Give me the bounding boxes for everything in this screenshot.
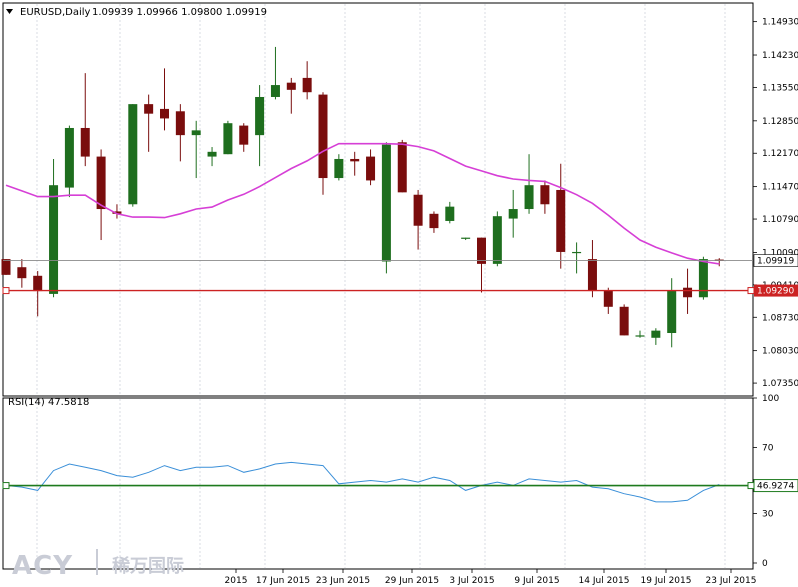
candle-body (239, 125, 249, 145)
candle-body (667, 290, 677, 334)
candle-body (112, 211, 122, 214)
candle-body (1, 259, 11, 275)
candle-body (461, 237, 471, 239)
candle-body (270, 85, 280, 97)
red-line-handle-left[interactable] (2, 287, 10, 295)
horizontal-price-badge (754, 284, 798, 297)
candle-body (477, 237, 486, 264)
candle-body (413, 194, 423, 226)
price-tick-label: 1.12170 (762, 149, 798, 159)
ohlc-values: 1.09939 1.09966 1.09800 1.09919 (92, 7, 267, 18)
price-tick-label: 1.14230 (762, 51, 798, 61)
candle-body (429, 213, 439, 229)
candle-body (492, 216, 502, 264)
candle-body (445, 206, 455, 221)
acy-logo: ACY 稀万国际 (12, 549, 184, 581)
candle-body (524, 185, 534, 210)
rsi-line (5, 461, 720, 503)
price-axis: 1.14930 1.14230 1.13550 1.12850 1.12170 1.114… (753, 18, 798, 389)
candle-body (207, 151, 217, 157)
candle-body (635, 335, 645, 337)
candle-body (619, 306, 629, 336)
moving-average-line (5, 142, 720, 265)
candle-body (17, 267, 27, 279)
candle-body (191, 130, 201, 136)
date-tick-label: 23 Jun 2015 (316, 576, 370, 586)
price-tick-label: 1.14930 (762, 18, 798, 28)
candle-body (603, 290, 613, 307)
candle-body (223, 123, 233, 155)
symbol-title: EURUSD,Daily (20, 7, 91, 18)
candle-body (64, 127, 74, 188)
candle-body (96, 156, 106, 210)
candle-body (683, 287, 693, 298)
candle-body (698, 259, 708, 298)
rsi-line-handle-left[interactable] (2, 482, 10, 490)
price-tick-label: 1.07350 (762, 379, 798, 389)
rsi-line-handle-right[interactable] (747, 482, 755, 490)
price-tick-label: 1.11470 (762, 183, 798, 193)
candle-body (366, 156, 376, 181)
rsi-tick-label: 100 (762, 394, 779, 404)
candle-body (508, 209, 518, 219)
candle-body (144, 104, 154, 114)
rsi-tick-label: 30 (762, 510, 774, 520)
rsi-panel-frame (2, 397, 754, 570)
candle-body (175, 111, 185, 136)
candle-body (572, 251, 582, 254)
candle-body (556, 189, 566, 252)
candle-body (255, 96, 265, 136)
candle-body (33, 275, 43, 292)
price-tick-label: 1.12850 (762, 117, 798, 127)
candle-body (651, 330, 661, 338)
rsi-title: RSI(14) 47.5818 (8, 397, 89, 408)
candle-body (318, 94, 328, 179)
candle-body (49, 185, 59, 294)
candle-body (540, 185, 550, 205)
price-tick-label: 1.10790 (762, 215, 798, 225)
rsi-axis: 100 70 30 0 (753, 394, 779, 569)
candle-body (334, 158, 344, 179)
svg-text:ACY: ACY (12, 551, 73, 581)
red-line-handle-right[interactable] (747, 287, 755, 295)
date-tick-label: 9 Jul 2015 (514, 576, 559, 586)
rsi-level-label: 46.9274 (757, 482, 794, 492)
current-price-label: 1.09919 (757, 257, 794, 267)
current-price-badge (753, 254, 798, 267)
candle-body (160, 108, 169, 119)
grid-lines (36, 4, 726, 568)
date-tick-label: 29 Jun 2015 (385, 576, 439, 586)
candles (1, 46, 724, 348)
candle-body (587, 259, 597, 291)
date-tick-label: 23 Jul 2015 (706, 576, 757, 586)
rsi-tick-label: 0 (762, 559, 768, 569)
price-tick-label: 1.13550 (762, 83, 798, 93)
rsi-tick-label: 70 (762, 444, 774, 454)
candle-body (128, 104, 138, 205)
horizontal-price-label: 1.09290 (757, 287, 794, 297)
candle-body (302, 77, 312, 93)
date-tick-label: 14 Jul 2015 (579, 576, 630, 586)
candle-body (80, 127, 90, 157)
candle-body (350, 158, 360, 162)
date-tick-label: 17 Jun 2015 (256, 576, 310, 586)
date-axis: 2015 17 Jun 2015 23 Jun 2015 29 Jun 2015 3 J… (225, 569, 757, 586)
price-tick-label: 1.10090 (762, 248, 798, 258)
svg-text:稀万国际: 稀万国际 (112, 555, 184, 577)
date-tick-label: 3 Jul 2015 (449, 576, 494, 586)
date-tick-label: 2015 (225, 576, 248, 586)
price-tick-label: 1.08730 (762, 313, 798, 323)
candle-body (381, 144, 391, 262)
date-tick-label: 19 Jul 2015 (641, 576, 692, 586)
candle-body (397, 142, 407, 193)
chevron-down-icon[interactable] (6, 9, 13, 14)
rsi-level-badge (753, 479, 798, 493)
candle-body (286, 82, 296, 90)
price-tick-label: 1.08030 (762, 347, 798, 357)
candle-body (714, 259, 724, 261)
